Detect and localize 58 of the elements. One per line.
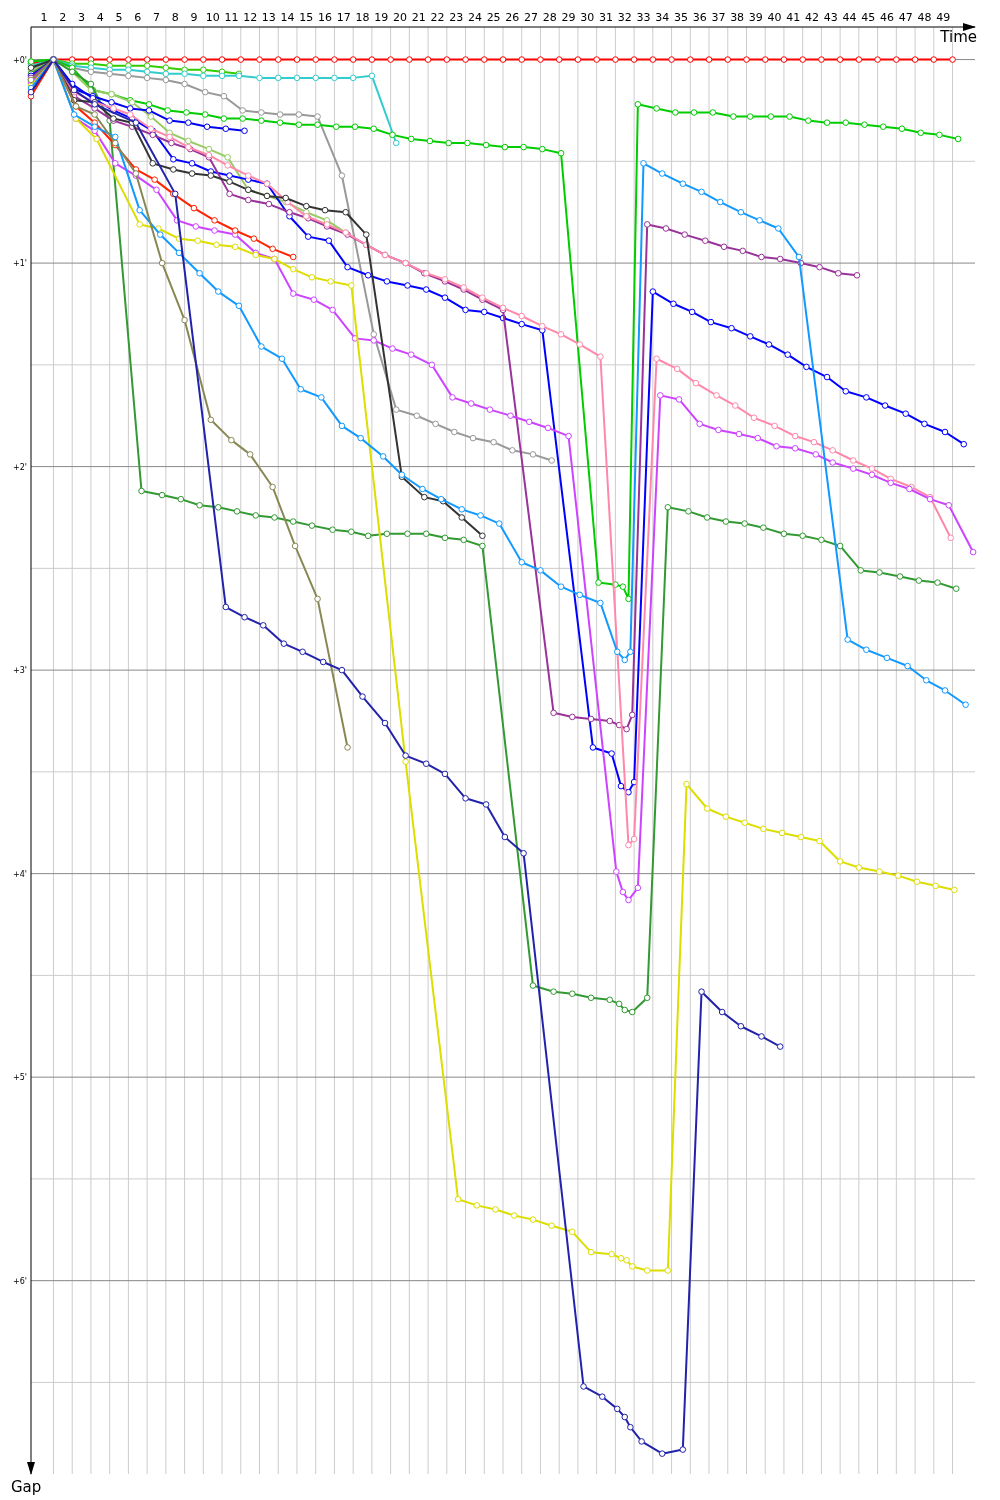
x-tick-label: 37: [711, 11, 726, 24]
x-tick-label: 12: [243, 11, 258, 24]
x-tick-label: 5: [115, 11, 123, 24]
x-tick-label: 43: [823, 11, 838, 24]
x-tick-label: 4: [96, 11, 104, 24]
y-tick-label: +1': [13, 259, 27, 269]
x-tick-label: 33: [636, 11, 651, 24]
x-tick-label: 40: [767, 11, 782, 24]
x-tick-label: 46: [879, 11, 894, 24]
x-tick-label: 28: [542, 11, 557, 24]
x-tick-label: 32: [617, 11, 632, 24]
x-tick-label: 39: [748, 11, 763, 24]
x-tick-label: 2: [59, 11, 67, 24]
x-tick-label: 20: [392, 11, 407, 24]
x-tick-label: 27: [524, 11, 539, 24]
x-tick-label: 24: [467, 11, 482, 24]
x-tick-label: 41: [786, 11, 801, 24]
x-tick-label: 23: [449, 11, 464, 24]
x-tick-label: 36: [692, 11, 707, 24]
x-tick-label: 42: [805, 11, 820, 24]
x-tick-label: 18: [355, 11, 370, 24]
x-tick-label: 26: [505, 11, 520, 24]
y-tick-label: +3': [13, 666, 27, 676]
x-tick-label: 44: [842, 11, 857, 24]
x-tick-label: 17: [336, 11, 351, 24]
x-tick-label: 34: [655, 11, 670, 24]
x-tick-label: 1: [40, 11, 48, 24]
y-tick-label: +5': [13, 1073, 27, 1083]
x-tick-label: 11: [224, 11, 239, 24]
x-tick-label: 22: [430, 11, 445, 24]
x-tick-label: 3: [78, 11, 86, 24]
x-tick-label: 49: [936, 11, 951, 24]
y-axis-title: Gap: [11, 1478, 42, 1496]
x-tick-label: 25: [486, 11, 501, 24]
x-tick-label: 7: [152, 11, 160, 24]
y-tick-label: +2': [13, 462, 27, 472]
x-tick-label: 8: [171, 11, 179, 24]
x-tick-label: 13: [261, 11, 276, 24]
x-tick-label: 10: [205, 11, 220, 24]
x-tick-label: 31: [599, 11, 614, 24]
x-tick-label: 16: [318, 11, 333, 24]
x-tick-label: 30: [580, 11, 595, 24]
y-tick-label: +4': [13, 869, 27, 879]
x-tick-label: 35: [673, 11, 688, 24]
x-tick-label: 14: [280, 11, 295, 24]
x-tick-label: 15: [299, 11, 314, 24]
x-axis-title: Time: [939, 28, 977, 46]
x-tick-label: 38: [730, 11, 745, 24]
x-tick-label: 6: [134, 11, 142, 24]
x-tick-label: 47: [898, 11, 913, 24]
y-tick-label: +6': [13, 1276, 27, 1286]
x-tick-label: 21: [411, 11, 426, 24]
x-tick-label: 45: [861, 11, 876, 24]
y-tick-label: +0': [13, 55, 27, 65]
x-tick-label: 9: [190, 11, 198, 24]
x-tick-label: 48: [917, 11, 932, 24]
x-tick-label: 29: [561, 11, 576, 24]
x-tick-label: 19: [374, 11, 389, 24]
